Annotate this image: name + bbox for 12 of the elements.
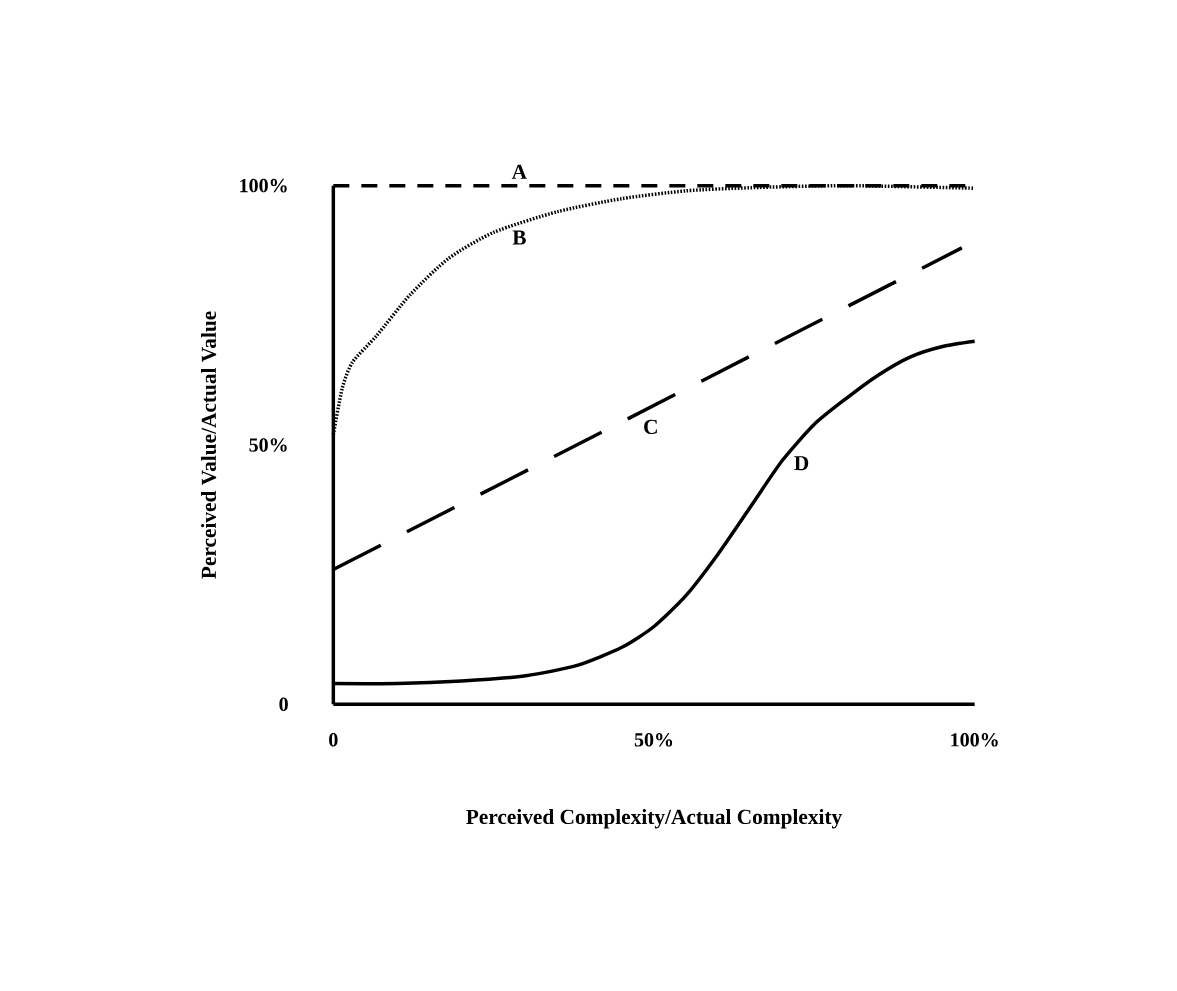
x-tick-label: 50% xyxy=(634,733,673,747)
text: A xyxy=(511,164,527,179)
annotation: C xyxy=(644,419,657,434)
y-tick-label: 0 xyxy=(279,697,288,712)
y-tick-label: 50% xyxy=(249,438,287,452)
y-axis-title: Perceived Value/Actual Value xyxy=(201,311,217,579)
annotation: B xyxy=(512,230,526,245)
annotation: D xyxy=(794,456,809,471)
x-axis-title: Perceived Complexity/Actual Complexity xyxy=(466,809,843,829)
x-tick-label: 100% xyxy=(951,733,998,747)
y-tick-label: 100% xyxy=(240,178,287,193)
x-tick-label: 0 xyxy=(329,733,338,747)
